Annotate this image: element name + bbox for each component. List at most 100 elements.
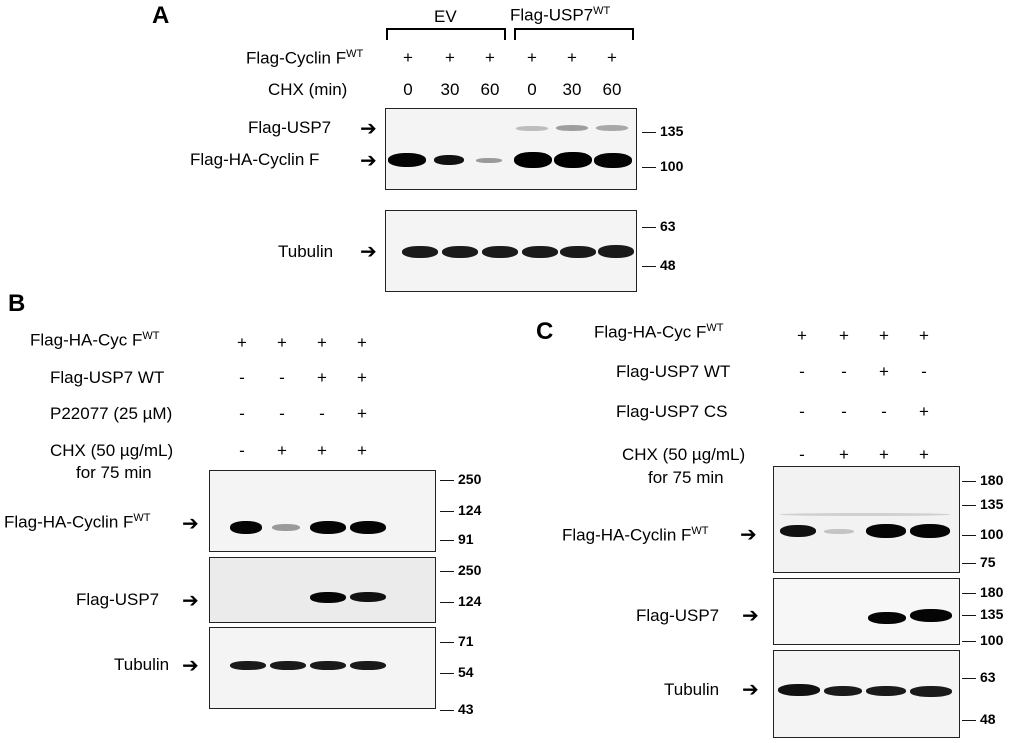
c-row3-label: Flag-USP7 CS <box>616 402 728 421</box>
b-blot-tubulin <box>209 627 436 709</box>
b-row1-label: Flag-HA-Cyc FWT <box>30 330 160 350</box>
a-row1-lane6: + <box>607 48 617 67</box>
c-row4-label: CHX (50 µg/mL) <box>622 445 746 464</box>
a-row2-lane6: 60 <box>602 80 622 99</box>
c-blot-cyclin-f <box>773 466 960 573</box>
a-blot-cyclin-usp7 <box>385 108 637 190</box>
b-row4-label: CHX (50 µg/mL) <box>50 441 174 460</box>
c-row2-label: Flag-USP7 WT <box>616 362 731 381</box>
c-label-tubulin: Tubulin <box>664 680 720 699</box>
b-row3-lane4: + <box>357 404 367 423</box>
b-band-usp7-3 <box>310 592 346 603</box>
c-band-cycf-4 <box>910 524 950 538</box>
b-marker-250-2: 250 <box>440 562 481 578</box>
b-row2-lane4: + <box>357 368 367 387</box>
b-band-cycf-3 <box>310 521 346 534</box>
arrow-right-icon: ➔ <box>742 605 759 627</box>
c-band-tub-2 <box>824 686 862 696</box>
a-row2-lane2: 30 <box>440 80 460 99</box>
b-band-usp7-4 <box>350 592 386 602</box>
c-row1-lane2: + <box>839 326 849 345</box>
c-marker-135-2: 135 <box>962 606 1003 622</box>
c-row3-lane2: - <box>841 402 847 421</box>
b-marker-54: 54 <box>440 664 474 680</box>
c-row1-label: Flag-HA-Cyc FWT <box>594 322 724 342</box>
arrow-right-icon: ➔ <box>360 241 377 263</box>
c-row2-lane2: - <box>841 362 847 381</box>
a-band-tub-6 <box>598 245 634 258</box>
c-marker-100: 100 <box>962 526 1003 542</box>
c-marker-75: 75 <box>962 554 996 570</box>
b-row2-lane1: - <box>239 368 245 387</box>
c-label-cyclin-f: Flag-HA-Cyclin FWT <box>562 525 709 545</box>
a-band-cycf-6 <box>594 153 632 168</box>
b-blot-usp7 <box>209 557 436 623</box>
b-row1-lane1: + <box>237 333 247 352</box>
c-marker-63: 63 <box>962 669 996 685</box>
b-band-cycf-1 <box>230 521 262 534</box>
ev-bracket <box>386 28 506 40</box>
group-ev-label: EV <box>434 7 457 26</box>
a-label-flag-ha-cyclin-f: Flag-HA-Cyclin F <box>190 150 320 169</box>
b-row3-lane3: - <box>319 404 325 423</box>
b-marker-71: 71 <box>440 633 474 649</box>
a-marker-135: 135 <box>642 123 683 139</box>
a-row2-lane4: 0 <box>527 80 537 99</box>
b-marker-124: 124 <box>440 502 481 518</box>
a-label-tubulin: Tubulin <box>278 242 334 261</box>
b-row4-lane3: + <box>317 441 327 460</box>
a-band-cycf-4 <box>514 152 552 168</box>
c-marker-180: 180 <box>962 472 1003 488</box>
a-marker-100: 100 <box>642 158 683 174</box>
arrow-right-icon: ➔ <box>360 118 377 140</box>
c-row1-lane4: + <box>919 326 929 345</box>
a-marker-48: 48 <box>642 257 676 273</box>
a-row1-lane1: + <box>403 48 413 67</box>
c-row4-lane2: + <box>839 445 849 464</box>
b-label-cyclin-f: Flag-HA-Cyclin FWT <box>4 512 151 532</box>
b-marker-43: 43 <box>440 701 474 717</box>
panel-b-label: B <box>8 290 26 317</box>
usp7-bracket <box>514 28 634 40</box>
c-band-usp7-4 <box>910 609 952 622</box>
b-row4-lane1: - <box>239 441 245 460</box>
b-row4-label2: for 75 min <box>76 463 152 482</box>
c-band-cycf-1 <box>780 525 816 537</box>
arrow-right-icon: ➔ <box>182 590 199 612</box>
c-label-flag-usp7: Flag-USP7 <box>636 606 720 625</box>
arrow-right-icon: ➔ <box>182 655 199 677</box>
c-row4-label2: for 75 min <box>648 468 724 487</box>
a-band-tub-2 <box>442 246 478 258</box>
arrow-right-icon: ➔ <box>742 679 759 701</box>
b-band-tub-4 <box>350 661 386 670</box>
a-marker-63: 63 <box>642 218 676 234</box>
c-row3-lane3: - <box>881 402 887 421</box>
c-row4-lane1: - <box>799 445 805 464</box>
group-usp7-label: Flag-USP7WT <box>510 5 611 25</box>
arrow-right-icon: ➔ <box>740 524 757 546</box>
c-row2-lane1: - <box>799 362 805 381</box>
b-row3-label: P22077 (25 µM) <box>50 404 173 423</box>
a-row1-lane4: + <box>527 48 537 67</box>
a-row1-lane2: + <box>445 48 455 67</box>
a-band-tub-3 <box>482 246 518 258</box>
c-marker-100-2: 100 <box>962 632 1003 648</box>
a-band-cycf-3 <box>476 158 502 163</box>
b-row3-lane2: - <box>279 404 285 423</box>
a-row1-lane5: + <box>567 48 577 67</box>
c-blot-usp7 <box>773 578 960 645</box>
c-marker-135: 135 <box>962 496 1003 512</box>
b-blot-cyclin-f <box>209 470 436 552</box>
a-row2-lane3: 60 <box>480 80 500 99</box>
c-band-background <box>780 513 950 516</box>
a-band-cycf-5 <box>554 152 592 168</box>
b-band-cycf-4 <box>350 521 386 534</box>
b-label-tubulin: Tubulin <box>114 655 170 674</box>
c-marker-48: 48 <box>962 711 996 727</box>
b-row4-lane4: + <box>357 441 367 460</box>
c-row4-lane4: + <box>919 445 929 464</box>
arrow-right-icon: ➔ <box>182 513 199 535</box>
b-row1-lane4: + <box>357 333 367 352</box>
c-row1-lane3: + <box>879 326 889 345</box>
c-band-usp7-3 <box>868 612 906 624</box>
